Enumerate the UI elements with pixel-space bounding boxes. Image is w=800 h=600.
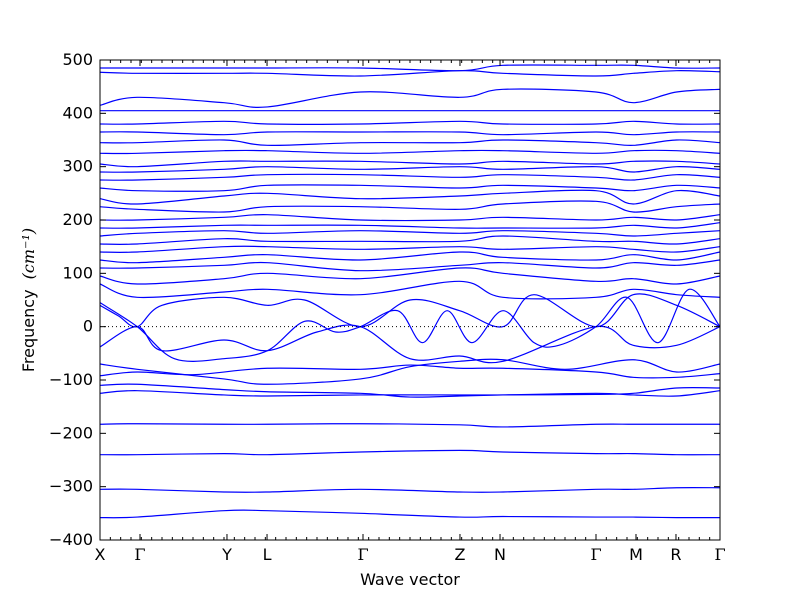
x-tick-label: Γ: [714, 545, 725, 564]
x-tick-label: Z: [454, 545, 465, 564]
y-tick-label: −100: [49, 370, 93, 389]
x-tick-label: M: [629, 545, 643, 564]
band-line: [99, 267, 721, 285]
y-tick-label: 100: [62, 263, 93, 282]
x-tick-label: Γ: [134, 545, 145, 564]
band-line: [99, 423, 720, 428]
band-line: [99, 70, 721, 77]
band-line: [99, 358, 721, 385]
y-axis-title-text: Frequency: [19, 289, 38, 372]
band-line: [99, 259, 721, 272]
band-line: [99, 387, 721, 397]
band-line: [99, 509, 721, 519]
y-tick-label: 300: [62, 157, 93, 176]
band-line: [99, 251, 721, 264]
band-line: [99, 120, 721, 125]
band-line: [99, 184, 721, 192]
x-tick-label: Γ: [357, 545, 368, 564]
y-tick-label: 200: [62, 210, 93, 229]
band-line: [99, 364, 721, 379]
band-line: [99, 160, 721, 168]
band-line: [99, 324, 721, 364]
band-line: [99, 383, 721, 398]
y-tick-label: −300: [49, 477, 93, 496]
y-tick-label: 500: [62, 50, 93, 69]
y-axis-title: Frequency (cm⁻¹): [19, 228, 38, 372]
y-tick-label: 0: [83, 317, 93, 336]
band-line: [99, 222, 721, 229]
band-line: [99, 131, 721, 136]
band-line: [99, 449, 721, 456]
band-line: [99, 293, 721, 328]
x-tick-label: X: [95, 545, 106, 564]
band-line: [99, 149, 721, 155]
band-line: [100, 64, 721, 72]
x-tick-label: R: [670, 545, 681, 564]
band-line: [99, 189, 721, 205]
band-line: [99, 139, 721, 146]
x-tick-label: Γ: [590, 545, 601, 564]
y-tick-label: 400: [62, 103, 93, 122]
y-tick-label: −200: [49, 423, 93, 442]
band-lines: [99, 64, 721, 519]
band-line: [99, 173, 721, 181]
band-line: [99, 245, 721, 253]
y-axis-title-unit: (cm⁻¹): [19, 228, 38, 279]
band-line: [99, 166, 721, 173]
band-line: [99, 88, 721, 108]
band-line: [99, 230, 721, 237]
x-tick-label: Y: [221, 545, 232, 564]
x-tick-label: L: [263, 545, 272, 564]
band-line: [99, 214, 721, 222]
band-line: [99, 288, 721, 362]
y-axis-ticks: −400 −300 −200 −100 0 100 200 300 400 500: [49, 50, 720, 549]
x-axis-title: Wave vector: [360, 570, 460, 589]
band-line: [99, 487, 721, 493]
x-tick-label: N: [494, 545, 506, 564]
y-tick-label: −400: [49, 530, 93, 549]
band-line: [99, 235, 721, 245]
band-line: [99, 280, 721, 300]
band-line: [99, 200, 721, 213]
